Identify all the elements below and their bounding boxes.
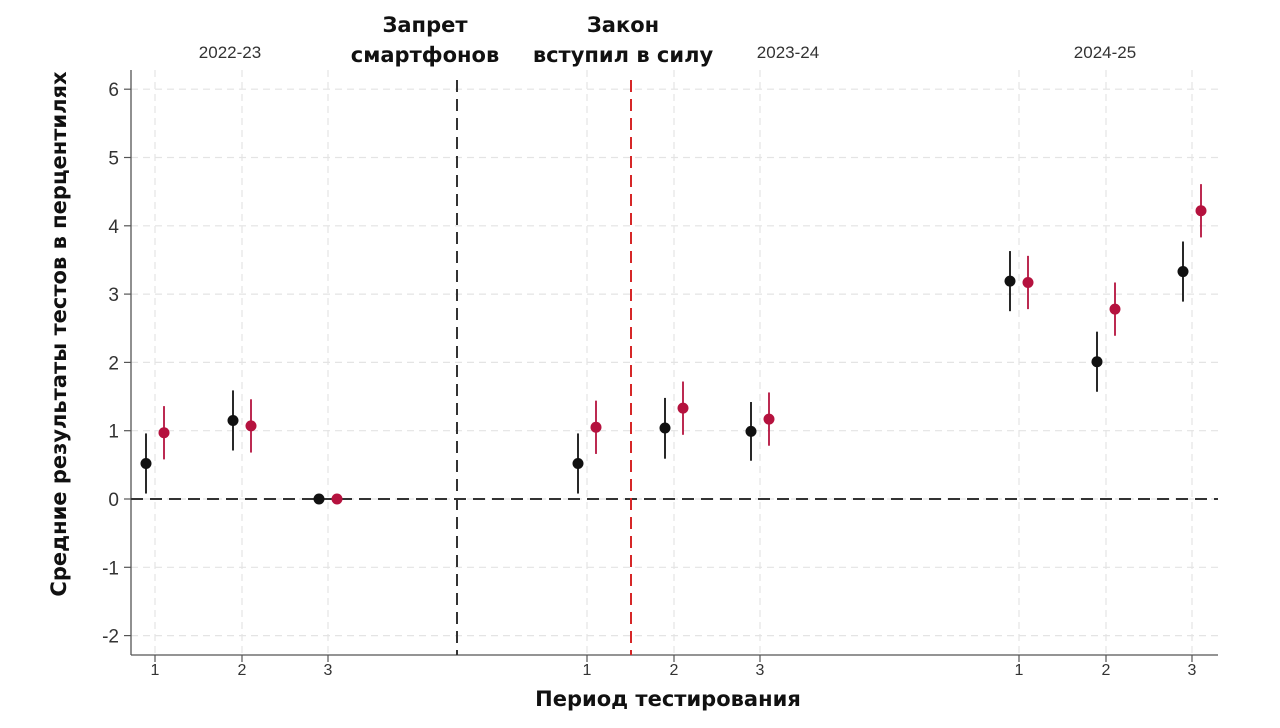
data-point — [1004, 275, 1016, 287]
x-tick-label: 1 — [583, 662, 592, 679]
data-marks — [140, 184, 1207, 505]
data-point — [140, 457, 152, 469]
y-tick-label: -2 — [102, 627, 119, 648]
x-tick-label: 3 — [756, 662, 765, 679]
y-tick-label: 1 — [108, 422, 119, 443]
x-tick-label: 3 — [324, 662, 333, 679]
x-tick-label: 2 — [1102, 662, 1111, 679]
data-point — [227, 414, 239, 426]
data-point — [745, 425, 757, 437]
grid-layer — [131, 70, 1218, 655]
annotation-label: Закон — [587, 13, 659, 37]
data-point — [572, 457, 584, 469]
data-point — [1195, 205, 1207, 217]
data-point — [331, 493, 343, 505]
period-label: 2024-25 — [1074, 43, 1136, 62]
data-point — [1091, 356, 1103, 368]
annotation-label: смартфонов — [351, 43, 499, 67]
period-label: 2022-23 — [199, 43, 261, 62]
x-tick-label: 2 — [238, 662, 247, 679]
data-point — [1109, 303, 1121, 315]
reference-lines — [131, 80, 1218, 655]
period-label: 2023-24 — [757, 43, 819, 62]
data-point — [158, 427, 170, 439]
y-tick-label: 3 — [108, 285, 119, 306]
data-point — [313, 493, 325, 505]
data-point — [1022, 276, 1034, 288]
y-tick-label: 6 — [108, 80, 119, 101]
labels: -2 -1 0 1 2 3 4 5 6 1 2 3 2022-23 1 2 3 2023-24 1 2 3 2024-2… — [102, 13, 1196, 679]
y-tick-label: 5 — [108, 149, 119, 170]
annotation-label: Запрет — [382, 13, 468, 37]
x-tick-label: 1 — [1015, 662, 1024, 679]
y-tick-label: 4 — [108, 217, 119, 238]
data-point — [590, 421, 602, 433]
x-tick-label: 3 — [1188, 662, 1197, 679]
x-axis-title: Период тестирования — [535, 687, 801, 711]
x-tick-label: 1 — [151, 662, 160, 679]
y-tick-label: -1 — [102, 558, 119, 579]
y-axis-title: Средние результаты тестов в перцентилях — [47, 71, 71, 597]
data-point — [763, 413, 775, 425]
x-tick-label: 2 — [670, 662, 679, 679]
data-point — [1177, 266, 1189, 278]
data-point — [659, 422, 671, 434]
axis-layer — [124, 70, 1218, 662]
y-tick-label: 0 — [108, 490, 119, 511]
y-tick-label: 2 — [108, 353, 119, 374]
data-point — [677, 402, 689, 414]
data-point — [245, 420, 257, 432]
annotation-label: вступил в силу — [533, 43, 714, 67]
